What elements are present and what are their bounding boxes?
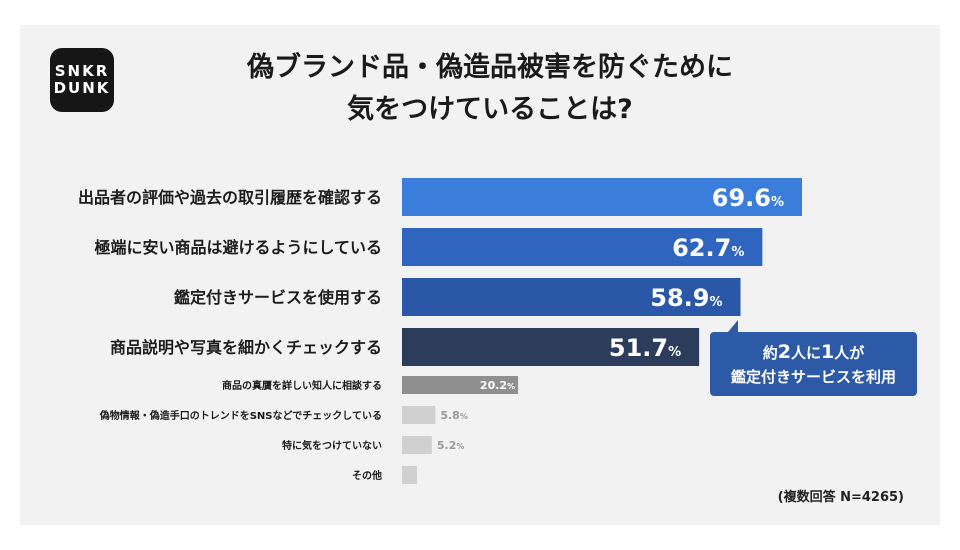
callout-line-1: 約2人に1人が	[710, 341, 917, 364]
title-line-1: 偽ブランド品・偽造品被害を防ぐために	[247, 52, 733, 83]
category-label-7: その他	[352, 469, 382, 482]
logo-line-2: DUNK	[53, 79, 111, 97]
bar-4	[402, 376, 519, 394]
value-label-2: 58.9%	[650, 284, 722, 312]
category-label-5: 偽物情報・偽造手口のトレンドをSNSなどでチェックしている	[99, 409, 382, 422]
category-label-1: 極端に安い商品は避けるようにしている	[93, 238, 382, 257]
bar-0	[402, 178, 802, 216]
callout-box: 約2人に1人が 鑑定付きサービスを利用	[710, 320, 917, 396]
callout-pre: 約	[762, 344, 778, 362]
snkrdunk-logo: SNKR DUNK	[50, 48, 114, 112]
value-label-3: 51.7%	[609, 334, 681, 362]
callout-number-1: 2	[777, 341, 791, 363]
bar-6	[402, 436, 432, 454]
chart-title: 偽ブランド品・偽造品被害を防ぐために 気をつけていることは?	[150, 47, 830, 131]
category-label-3: 商品説明や写真を細かくチェックする	[110, 338, 382, 357]
callout-line-2: 鑑定付きサービスを利用	[730, 368, 896, 386]
bar-1	[402, 228, 763, 266]
category-label-4: 商品の真贋を詳しい知人に相談する	[222, 379, 382, 392]
value-label-6: 5.2%	[437, 439, 465, 452]
callout-post: 人が	[834, 344, 865, 362]
logo-line-1: SNKR	[54, 62, 110, 80]
category-label-6: 特に気をつけていない	[282, 439, 382, 452]
bar-2	[402, 278, 741, 316]
sample-note: (複数回答 N=4265)	[777, 490, 904, 505]
category-label-0: 出品者の評価や過去の取引履歴を確認する	[78, 188, 382, 207]
chart-panel: SNKR DUNK 偽ブランド品・偽造品被害を防ぐために 気をつけていることは?…	[20, 25, 940, 525]
value-label-0: 69.6%	[712, 184, 784, 212]
category-label-2: 鑑定付きサービスを使用する	[174, 288, 382, 307]
title-line-2: 気をつけていることは?	[347, 94, 633, 125]
value-label-4: 20.2%	[480, 379, 515, 392]
bar-chart: 出品者の評価や過去の取引履歴を確認する 69.6% 極端に安い商品は避けるようにして…	[78, 178, 802, 484]
callout-number-2: 1	[821, 341, 835, 363]
value-label-1: 62.7%	[672, 234, 744, 262]
callout-pointer	[728, 320, 738, 332]
callout-mid: 人に	[790, 344, 821, 362]
bar-5	[402, 406, 436, 424]
value-label-5: 5.8%	[440, 409, 468, 422]
bar-3	[402, 328, 700, 366]
bar-7	[402, 466, 417, 484]
